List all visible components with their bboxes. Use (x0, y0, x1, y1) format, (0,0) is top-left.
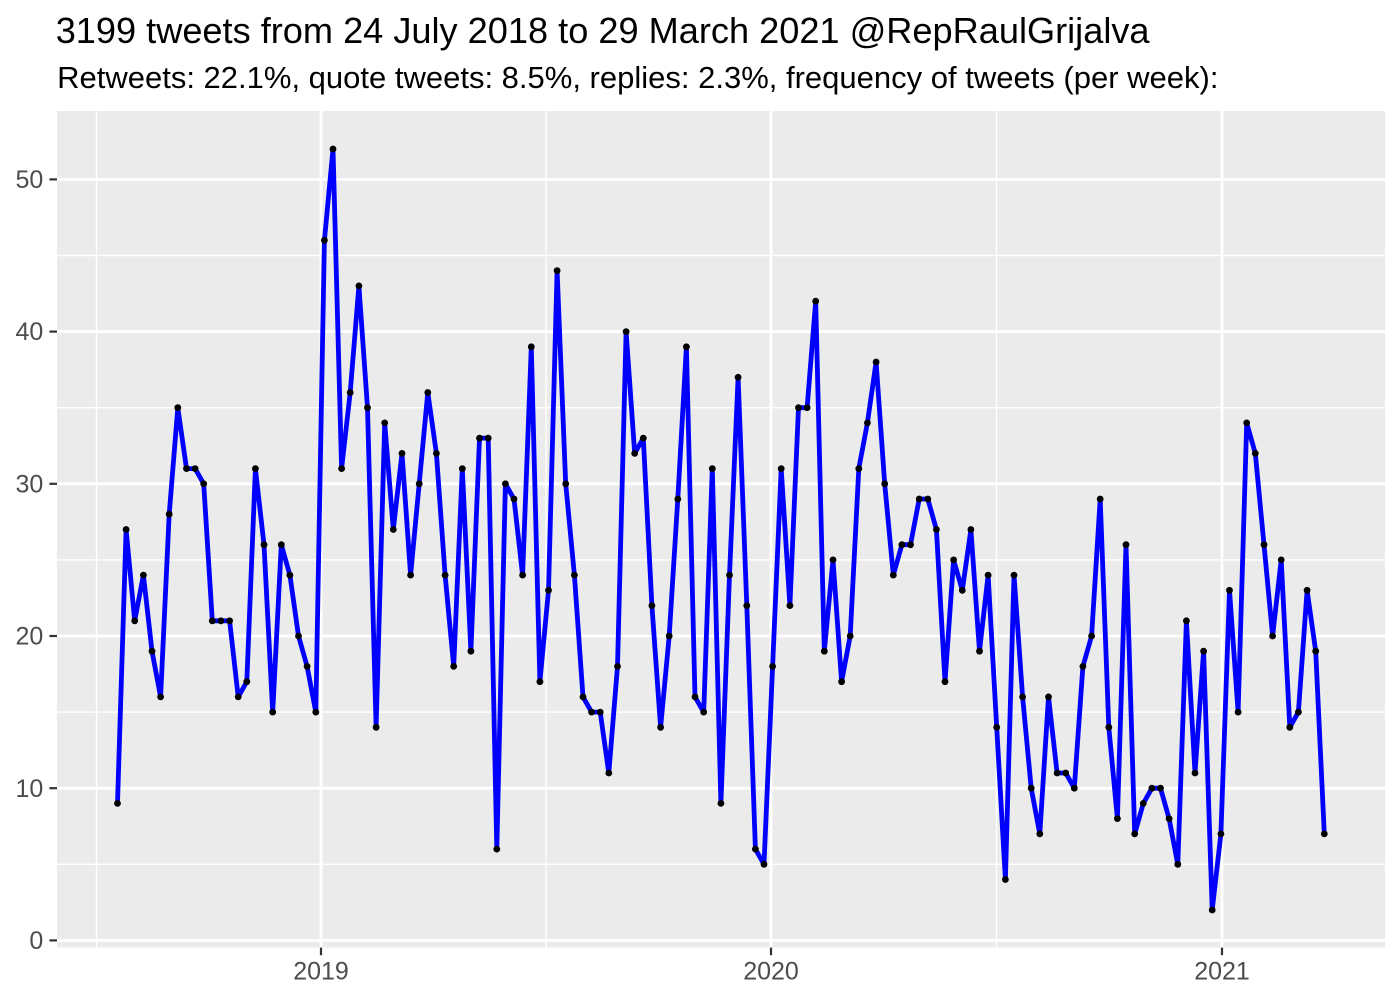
svg-text:2021: 2021 (1194, 958, 1250, 986)
svg-text:2020: 2020 (743, 958, 799, 986)
svg-text:10: 10 (15, 775, 43, 803)
svg-text:50: 50 (15, 166, 43, 194)
svg-text:Retweets: 22.1%, quote tweets:: Retweets: 22.1%, quote tweets: 8.5%, rep… (57, 60, 1218, 95)
svg-text:30: 30 (15, 470, 43, 498)
svg-text:20: 20 (15, 623, 43, 651)
svg-text:40: 40 (15, 318, 43, 346)
svg-text:0: 0 (29, 927, 43, 955)
svg-text:2019: 2019 (293, 958, 349, 986)
svg-text:3199 tweets from 24 July 2018: 3199 tweets from 24 July 2018 to 29 Marc… (56, 10, 1151, 51)
